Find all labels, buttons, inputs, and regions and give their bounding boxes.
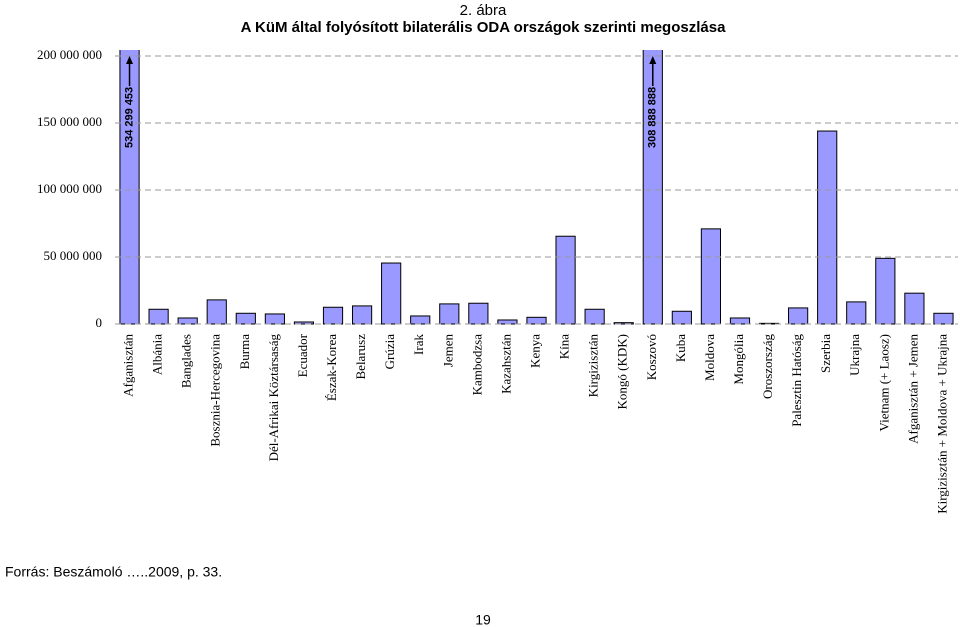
x-tick-label: Belarusz	[353, 334, 368, 380]
x-tick-label: Dél-Afrikai Köztársaság	[266, 334, 281, 462]
bar	[497, 319, 518, 325]
bar	[322, 306, 344, 325]
bar	[875, 257, 896, 325]
bar	[584, 308, 605, 325]
bar	[206, 299, 227, 325]
bar	[468, 302, 489, 325]
y-tick-label: 50 000 000	[44, 248, 103, 263]
x-tick-label: Kirgizisztán + Moldova + Ukrajna	[934, 334, 949, 514]
y-tick-label: 100 000 000	[37, 181, 102, 196]
x-tick-label: Moldova	[702, 334, 717, 381]
page-number: 19	[475, 612, 491, 627]
x-tick-label: Észak-Korea	[324, 334, 339, 401]
x-tick-label: Kína	[557, 334, 572, 360]
bar	[613, 322, 634, 325]
bar	[846, 301, 867, 325]
y-tick-label: 150 000 000	[37, 114, 102, 129]
bar	[264, 313, 285, 325]
bar	[729, 317, 751, 325]
x-tick-label: Irak	[411, 334, 426, 355]
x-tick-label: Afganisztán + Jemen	[905, 334, 920, 444]
annotation-arrowhead	[649, 56, 657, 64]
x-tick-label: Palesztin Hatóság	[789, 334, 804, 427]
x-tick-label: Ecuador	[295, 333, 310, 377]
bar	[526, 316, 547, 325]
bar	[642, 50, 663, 325]
x-tick-label: Kuba	[673, 334, 688, 362]
bar	[700, 228, 722, 325]
bar	[933, 312, 954, 325]
bar	[351, 305, 373, 325]
x-tick-label: Albánia	[150, 334, 165, 375]
x-tick-label: Ukrajna	[847, 334, 862, 376]
bar	[235, 312, 256, 325]
value-label: 308 888 888	[647, 87, 659, 148]
bar	[177, 317, 198, 325]
x-tick-label: Bosznia-Hercegovina	[208, 334, 223, 447]
bar	[904, 292, 925, 325]
value-label: 534 299 453	[123, 87, 135, 148]
bar	[817, 130, 838, 325]
x-tick-label: Kongó (KDK)	[615, 334, 630, 409]
bar	[119, 50, 140, 325]
x-tick-label: Burma	[237, 334, 252, 370]
x-tick-label: Oroszország	[760, 334, 775, 399]
x-tick-label: Szerbia	[818, 334, 833, 373]
x-tick-label: Kirgizisztán	[586, 334, 601, 398]
x-tick-label: Mongólia	[731, 334, 746, 385]
bar	[439, 303, 460, 325]
bar	[148, 308, 169, 325]
x-tick-label: Kenya	[527, 334, 542, 368]
x-tick-label: Kambodzsa	[469, 334, 484, 396]
plot-area	[119, 50, 954, 325]
x-tick-label: Banglades	[179, 334, 194, 388]
source: Forrás: Beszámoló …..2009, p. 33.	[5, 564, 222, 580]
annotation-arrowhead	[126, 56, 134, 64]
x-tick-label: Jemen	[440, 334, 455, 368]
chart-subtitle: A KüM által folyósított bilaterális ODA …	[241, 19, 726, 36]
chart-title: 2. ábra	[460, 2, 507, 19]
x-tick-label: Grúzia	[382, 334, 397, 370]
y-tick-label: 0	[96, 315, 103, 330]
bar	[381, 262, 402, 325]
x-tick-label: Koszovó	[644, 334, 659, 380]
x-tick-label: Kazahsztán	[498, 334, 513, 394]
bar	[555, 235, 576, 325]
bar	[410, 315, 431, 325]
x-tick-label: Afganisztán	[121, 334, 136, 397]
bar	[293, 321, 315, 325]
bar	[671, 310, 692, 325]
bar	[788, 307, 809, 325]
x-tick-label: Vietnam (+ Laosz)	[876, 334, 891, 432]
y-tick-label: 200 000 000	[37, 47, 102, 62]
